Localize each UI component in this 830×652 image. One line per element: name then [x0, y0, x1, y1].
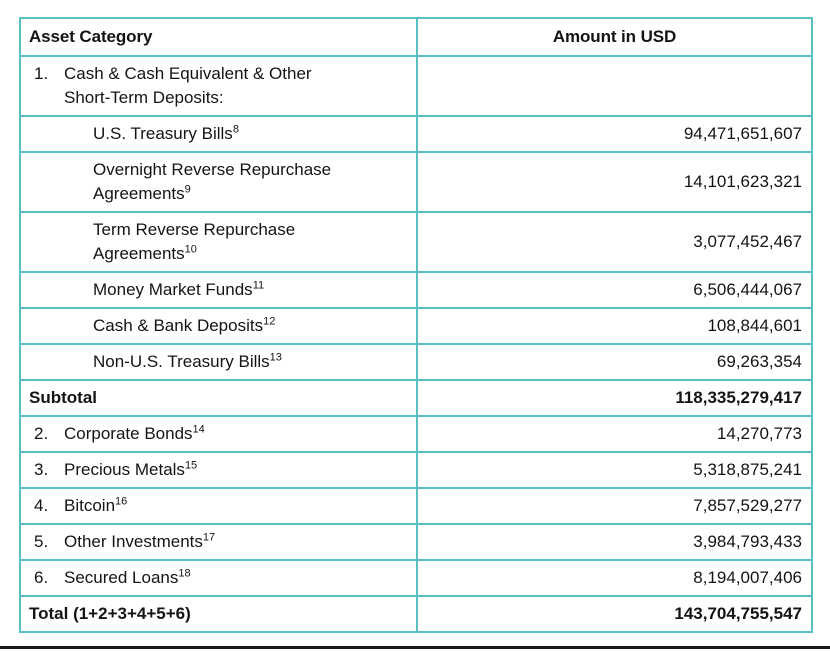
row-number: 3. [34, 460, 49, 479]
row-total: Total (1+2+3+4+5+6) 143,704,755,547 [19, 595, 813, 633]
footnote-ref: 10 [184, 243, 197, 256]
row-money-market-funds: Money Market Funds11 6,506,444,067 [19, 271, 813, 309]
row-corporate-bonds: 2. Corporate Bonds14 14,270,773 [19, 415, 813, 453]
header-row: Asset Category Amount in USD [19, 17, 813, 57]
row-label: Secured Loans [64, 568, 179, 587]
amount-cell [416, 55, 813, 117]
row-label: Cash & Cash Equivalent & Other Short-Ter… [64, 64, 312, 107]
asset-table: Asset Category Amount in USD 1. Cash & Ca… [19, 17, 813, 633]
category-cell: 6. Secured Loans18 [19, 559, 418, 597]
row-label: Subtotal [29, 388, 97, 407]
row-number: 1. [34, 64, 49, 83]
row-us-treasury-bills: U.S. Treasury Bills8 94,471,651,607 [19, 115, 813, 153]
row-label: Corporate Bonds [64, 424, 193, 443]
row-label: Precious Metals [64, 460, 185, 479]
category-cell: 3. Precious Metals15 [19, 451, 418, 489]
category-cell: 4. Bitcoin16 [19, 487, 418, 525]
column-header-amount-in-usd: Amount in USD [416, 17, 813, 57]
row-number: 2. [34, 424, 49, 443]
row-label: Non-U.S. Treasury Bills [93, 352, 270, 371]
amount-cell: 7,857,529,277 [416, 487, 813, 525]
column-header-asset-category: Asset Category [19, 17, 418, 57]
row-label: Other Investments [64, 532, 203, 551]
amount-cell: 94,471,651,607 [416, 115, 813, 153]
page-bottom-rule [0, 646, 830, 649]
category-cell: 5. Other Investments17 [19, 523, 418, 561]
amount-cell: 69,263,354 [416, 343, 813, 381]
row-secured-loans: 6. Secured Loans18 8,194,007,406 [19, 559, 813, 597]
row-label: Total (1+2+3+4+5+6) [29, 604, 191, 623]
category-cell: 1. Cash & Cash Equivalent & Other Short-T… [19, 55, 418, 117]
category-cell: Overnight Reverse Repurchase Agreements9 [19, 151, 418, 213]
amount-cell: 5,318,875,241 [416, 451, 813, 489]
row-label: Cash & Bank Deposits [93, 316, 264, 335]
footnote-ref: 18 [178, 567, 191, 580]
amount-cell: 108,844,601 [416, 307, 813, 345]
footnote-ref: 11 [252, 279, 265, 292]
category-cell: Cash & Bank Deposits12 [19, 307, 418, 345]
amount-cell: 8,194,007,406 [416, 559, 813, 597]
row-bitcoin: 4. Bitcoin16 7,857,529,277 [19, 487, 813, 525]
footnote-ref: 16 [115, 495, 128, 508]
row-number: 6. [34, 568, 49, 587]
row-number: 4. [34, 496, 49, 515]
row-label: U.S. Treasury Bills [93, 124, 233, 143]
category-cell: Term Reverse Repurchase Agreements10 [19, 211, 418, 273]
category-cell: Money Market Funds11 [19, 271, 418, 309]
row-number: 5. [34, 532, 49, 551]
category-cell: Non-U.S. Treasury Bills13 [19, 343, 418, 381]
amount-cell: 6,506,444,067 [416, 271, 813, 309]
row-label: Bitcoin [64, 496, 116, 515]
category-cell: 2. Corporate Bonds14 [19, 415, 418, 453]
row-cash-bank-deposits: Cash & Bank Deposits12 108,844,601 [19, 307, 813, 345]
footnote-ref: 15 [184, 459, 198, 472]
footnote-ref: 17 [202, 531, 216, 544]
category-cell: Total (1+2+3+4+5+6) [19, 595, 418, 633]
row-label: Overnight Reverse Repurchase Agreements [93, 160, 332, 203]
row-non-us-treasury-bills: Non-U.S. Treasury Bills13 69,263,354 [19, 343, 813, 381]
category-cell: U.S. Treasury Bills8 [19, 115, 418, 153]
row-label: Term Reverse Repurchase Agreements [93, 220, 296, 263]
footnote-ref: 12 [263, 315, 276, 328]
row-label: Money Market Funds [93, 280, 253, 299]
amount-cell: 143,704,755,547 [416, 595, 813, 633]
row-subtotal: Subtotal 118,335,279,417 [19, 379, 813, 417]
row-cash-equivalents-group: 1. Cash & Cash Equivalent & Other Short-T… [19, 55, 813, 117]
amount-cell: 118,335,279,417 [416, 379, 813, 417]
amount-cell: 3,984,793,433 [416, 523, 813, 561]
row-precious-metals: 3. Precious Metals15 5,318,875,241 [19, 451, 813, 489]
amount-cell: 3,077,452,467 [416, 211, 813, 273]
row-term-reverse-repurchase: Term Reverse Repurchase Agreements10 3,0… [19, 211, 813, 273]
row-other-investments: 5. Other Investments17 3,984,793,433 [19, 523, 813, 561]
footnote-ref: 9 [184, 183, 191, 196]
footnote-ref: 8 [232, 123, 239, 136]
category-cell: Subtotal [19, 379, 418, 417]
footnote-ref: 13 [269, 351, 282, 364]
amount-cell: 14,270,773 [416, 415, 813, 453]
row-overnight-reverse-repurchase: Overnight Reverse Repurchase Agreements9… [19, 151, 813, 213]
amount-cell: 14,101,623,321 [416, 151, 813, 213]
footnote-ref: 14 [192, 423, 205, 436]
